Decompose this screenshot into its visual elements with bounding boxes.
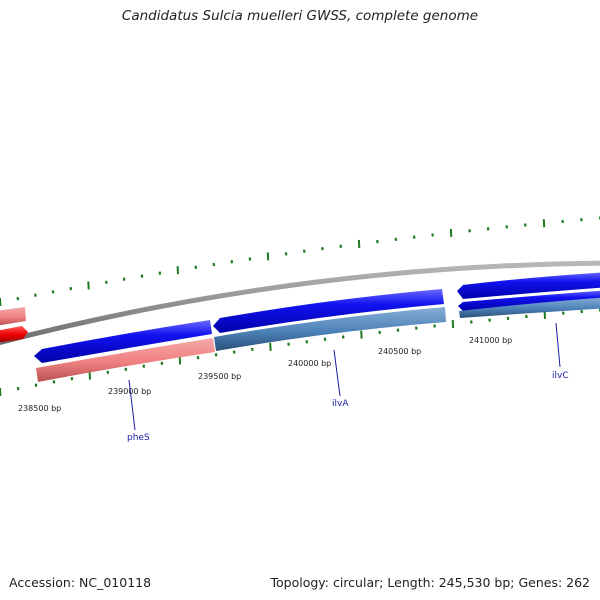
genome-backbone (0, 260, 600, 346)
gene-arrow-reverse-left-red (0, 326, 28, 343)
gene-arrow-forward-1 (34, 320, 212, 363)
ilvC-leader-line (555, 322, 561, 368)
pheS-leader-line (128, 379, 136, 431)
inner-ticks (0, 308, 600, 397)
scale-label-240000: 240000 bp (288, 359, 331, 368)
gene-block-ilvA (214, 307, 446, 351)
gene-label-ilvA: ilvA (332, 399, 349, 409)
accession-text: Accession: NC_010118 (9, 575, 152, 590)
gene-arrow-forward-4 (458, 290, 600, 311)
scale-label-239000: 239000 bp (108, 387, 151, 396)
scale-label-238500: 238500 bp (18, 404, 61, 413)
gene-arrow-forward-3 (457, 272, 600, 299)
gene-block-ilvC (459, 297, 600, 318)
gene-block-pheS (36, 338, 215, 382)
scale-label-240500: 240500 bp (378, 347, 421, 356)
gene-arrow-forward-2-ilvA-region (213, 289, 444, 333)
gene-label-pheS: pheS (127, 433, 150, 443)
scale-label-241000: 241000 bp (469, 336, 512, 345)
gene-label-ilvC: ilvC (552, 371, 569, 381)
outer-ticks (0, 216, 600, 307)
gene-arrow-reverse-left-salmon (0, 307, 26, 326)
map-title: Candidatus Sulcia muelleri GWSS, complet… (121, 8, 479, 24)
scale-label-239500: 239500 bp (198, 372, 241, 381)
ilvA-leader-line (333, 349, 341, 397)
genome-summary-text: Topology: circular; Length: 245,530 bp; … (270, 575, 591, 590)
